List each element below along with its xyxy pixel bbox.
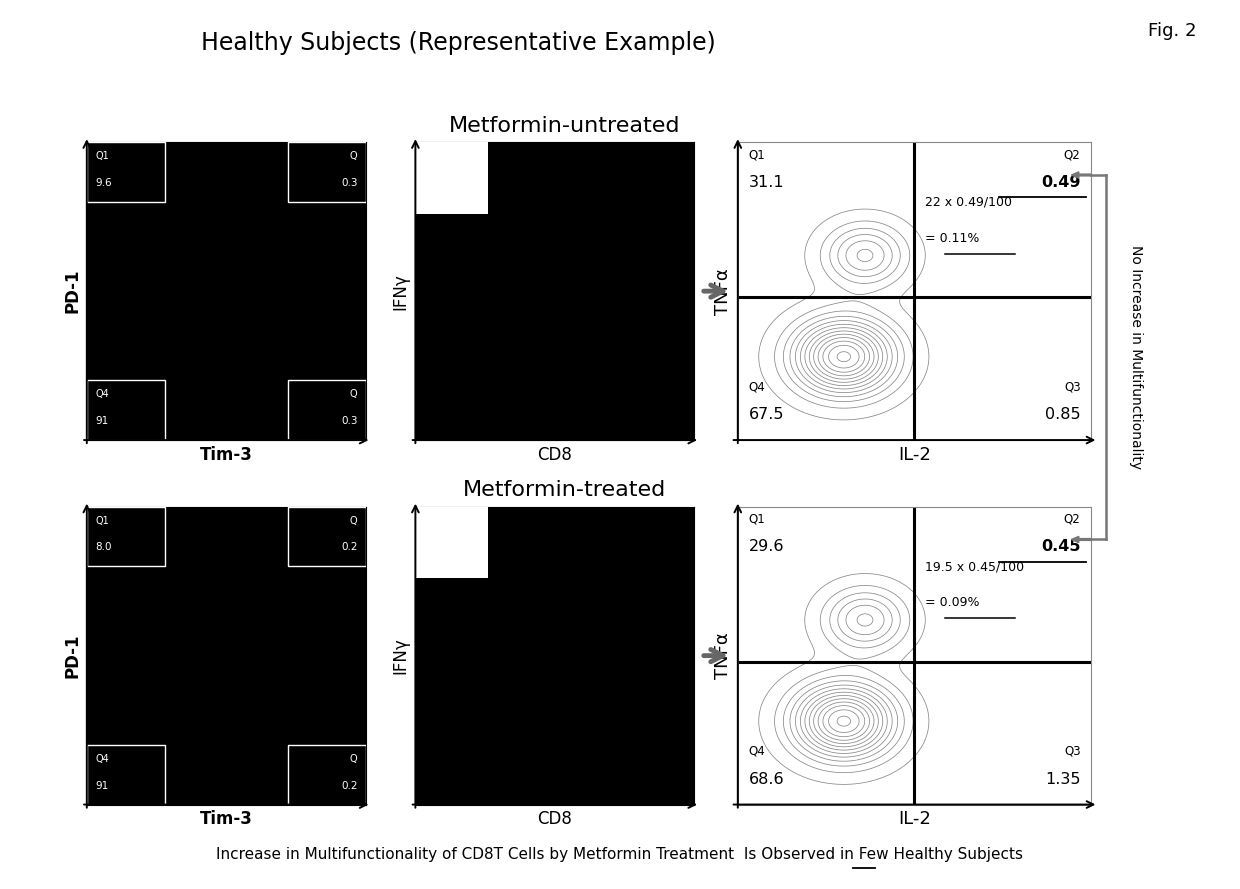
Text: 0.2: 0.2	[341, 781, 357, 790]
Text: Metformin-untreated: Metformin-untreated	[449, 116, 680, 135]
Text: Q1: Q1	[95, 516, 109, 525]
Text: Q3: Q3	[1064, 380, 1080, 394]
Text: 0.3: 0.3	[341, 416, 357, 426]
Bar	[415, 142, 489, 213]
Text: Q1: Q1	[749, 513, 765, 525]
Text: 19.5 x 0.45/100: 19.5 x 0.45/100	[925, 560, 1024, 573]
Text: = 0.11%: = 0.11%	[925, 231, 980, 244]
Bar	[87, 745, 165, 805]
X-axis label: IL-2: IL-2	[898, 445, 931, 463]
Bar	[87, 142, 165, 202]
Text: Q4: Q4	[95, 754, 109, 764]
Bar	[415, 507, 489, 578]
Text: Q4: Q4	[95, 389, 109, 399]
Text: Q1: Q1	[749, 148, 765, 161]
Y-axis label: PD-1: PD-1	[63, 268, 82, 314]
Text: = 0.09%: = 0.09%	[925, 596, 980, 609]
Text: 29.6: 29.6	[749, 540, 784, 555]
Bar	[87, 507, 165, 566]
Text: 0.49: 0.49	[1042, 175, 1080, 190]
Text: 8.0: 8.0	[95, 542, 112, 552]
Text: Q2: Q2	[1064, 148, 1080, 161]
Text: 91: 91	[95, 781, 108, 790]
Text: Q: Q	[350, 516, 357, 525]
Text: 67.5: 67.5	[749, 407, 784, 422]
Bar	[288, 142, 366, 202]
Y-axis label: IFNγ: IFNγ	[392, 637, 410, 674]
Bar	[288, 507, 366, 566]
Y-axis label: IFNγ: IFNγ	[392, 273, 410, 309]
X-axis label: Tim-3: Tim-3	[200, 810, 253, 828]
Text: 0.3: 0.3	[341, 178, 357, 188]
Text: 0.85: 0.85	[1045, 407, 1080, 422]
Text: 1.35: 1.35	[1045, 772, 1080, 787]
Text: Q4: Q4	[749, 380, 765, 394]
Text: 0.45: 0.45	[1042, 540, 1080, 555]
X-axis label: CD8: CD8	[537, 810, 573, 828]
Text: Q: Q	[350, 754, 357, 764]
Text: Q4: Q4	[749, 745, 765, 758]
Text: 9.6: 9.6	[95, 178, 112, 188]
Bar	[288, 745, 366, 805]
Text: 91: 91	[95, 416, 108, 426]
Y-axis label: TNFα: TNFα	[714, 632, 733, 679]
Text: Q1: Q1	[95, 151, 109, 161]
Text: Healthy Subjects (Representative Example): Healthy Subjects (Representative Example…	[201, 31, 717, 55]
Text: Fig. 2: Fig. 2	[1148, 22, 1197, 40]
Text: Increase in Multifunctionality of CD8T Cells by Metformin Treatment  Is Observed: Increase in Multifunctionality of CD8T C…	[217, 847, 1023, 862]
Text: 68.6: 68.6	[749, 772, 784, 787]
Y-axis label: TNFα: TNFα	[714, 268, 733, 315]
Text: No Increase in Multifunctionality: No Increase in Multifunctionality	[1128, 245, 1143, 469]
Text: 31.1: 31.1	[749, 175, 784, 190]
Text: Q: Q	[350, 389, 357, 399]
X-axis label: Tim-3: Tim-3	[200, 445, 253, 463]
Bar	[288, 380, 366, 440]
X-axis label: CD8: CD8	[537, 445, 573, 463]
Text: 0.2: 0.2	[341, 542, 357, 552]
Bar	[87, 380, 165, 440]
Y-axis label: PD-1: PD-1	[63, 633, 82, 678]
X-axis label: IL-2: IL-2	[898, 810, 931, 828]
Text: Q3: Q3	[1064, 745, 1080, 758]
Text: Q: Q	[350, 151, 357, 161]
Text: Q2: Q2	[1064, 513, 1080, 525]
Text: Metformin-treated: Metformin-treated	[463, 480, 666, 500]
Text: 22 x 0.49/100: 22 x 0.49/100	[925, 196, 1012, 209]
